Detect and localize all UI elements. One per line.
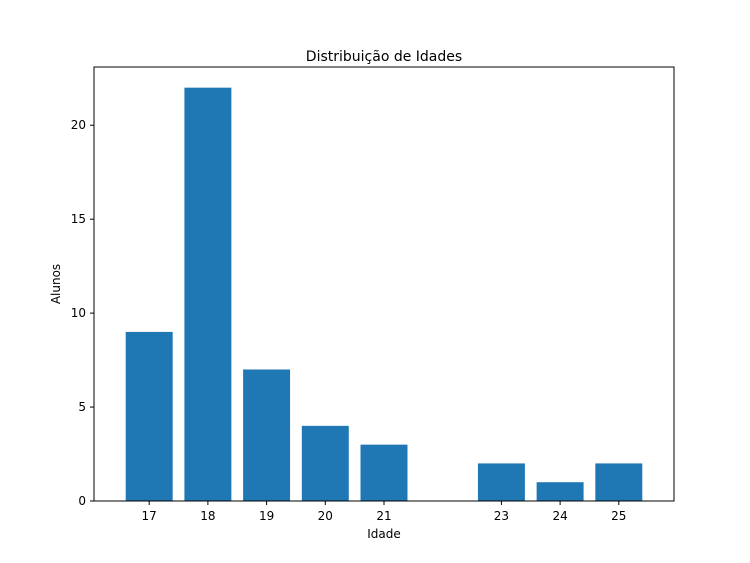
x-tick-label: 25 <box>611 509 626 523</box>
x-tick-label: 19 <box>259 509 274 523</box>
y-tick-label: 20 <box>71 118 86 132</box>
x-axis: 17 18 19 20 21 23 24 25 <box>142 501 626 523</box>
bar-18 <box>184 87 232 502</box>
chart-title: Distribuição de Idades <box>306 49 462 65</box>
x-tick-label: 17 <box>142 509 157 523</box>
bar-23 <box>477 463 525 501</box>
bar-25 <box>595 463 643 501</box>
x-tick-label: 20 <box>318 509 333 523</box>
bar-19 <box>243 369 291 501</box>
x-tick-label: 21 <box>376 509 391 523</box>
y-tick-label: 15 <box>71 212 86 226</box>
bar-24 <box>536 482 584 501</box>
y-tick-label: 0 <box>78 494 86 508</box>
x-tick-label: 24 <box>552 509 567 523</box>
y-axis: 0 5 10 15 20 <box>71 118 94 508</box>
y-tick-label: 10 <box>71 306 86 320</box>
x-tick-label: 18 <box>200 509 215 523</box>
bars-group <box>125 87 643 502</box>
y-axis-label: Alunos <box>49 264 63 304</box>
bar-20 <box>301 425 349 501</box>
bar-21 <box>360 444 408 501</box>
bar-17 <box>125 331 173 501</box>
x-axis-label: Idade <box>367 527 401 541</box>
x-tick-label: 23 <box>494 509 509 523</box>
y-tick-label: 5 <box>78 400 86 414</box>
